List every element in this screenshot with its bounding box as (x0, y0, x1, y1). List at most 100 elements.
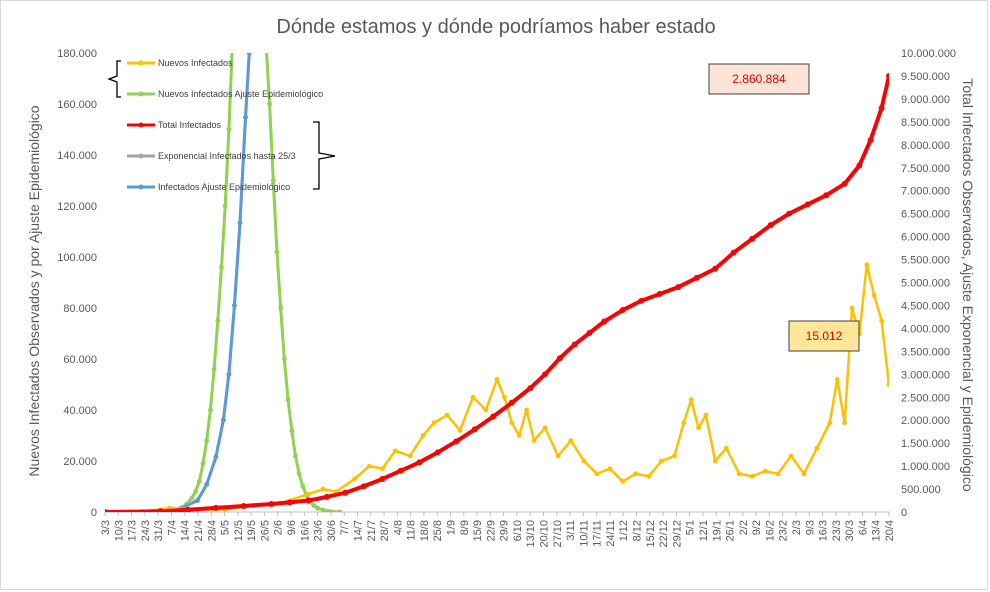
series-point (723, 445, 729, 451)
x-tick-label: 26/1 (725, 520, 737, 541)
series-point (305, 497, 312, 504)
legend-item: Exponencial Infectados hasta 25/3 (127, 151, 296, 161)
series-point (157, 508, 164, 512)
legend-label: Nuevos Infectados Ajuste Epidemiológico (158, 89, 323, 99)
series-point (207, 407, 213, 413)
series-point (204, 438, 210, 443)
series-point (352, 476, 358, 482)
x-tick-label: 15/9 (472, 520, 484, 541)
callout-box (708, 63, 810, 95)
series-point (767, 222, 774, 229)
series-point (594, 471, 600, 477)
x-tick-label: 3/11 (565, 520, 577, 541)
series-line (105, 53, 340, 512)
legend-marker (138, 184, 144, 190)
x-tick-label: 26/5 (259, 520, 271, 541)
y-right-tick-label: 6.000.000 (901, 232, 950, 244)
y-right-tick-label: 9.000.000 (901, 94, 950, 106)
series-point (315, 505, 321, 511)
callout-label: 15.012 (806, 329, 843, 343)
series-point (213, 454, 219, 460)
x-tick-label: 2/2 (738, 520, 750, 535)
series-point (693, 274, 700, 281)
series-point (226, 127, 232, 132)
series-point (219, 264, 224, 270)
series-point (786, 210, 793, 217)
series-point (524, 407, 529, 413)
series-point (849, 305, 855, 311)
x-tick-label: 22/12 (658, 520, 670, 548)
series-point (195, 498, 200, 503)
series-point (444, 412, 450, 418)
series-point (320, 507, 326, 512)
x-tick-label: 9/2 (751, 520, 763, 535)
series-point (556, 355, 563, 362)
series-point (555, 453, 561, 459)
series-point (232, 303, 237, 308)
series-point (823, 192, 830, 199)
series-point (656, 290, 663, 297)
x-tick-label: 20/4 (884, 520, 896, 541)
series-point (397, 467, 404, 474)
legend-marker (138, 91, 144, 97)
series-point (542, 425, 548, 431)
series-point (434, 449, 441, 456)
series-point (730, 249, 737, 256)
series-point (871, 292, 877, 298)
x-tick-label: 15/12 (645, 520, 657, 548)
x-tick-label: 5/5 (220, 520, 232, 535)
y-left-tick-label: 0 (91, 507, 97, 519)
series-point (749, 473, 755, 479)
x-tick-label: 14/7 (352, 520, 364, 541)
series-point (305, 491, 311, 497)
series-point (483, 407, 489, 413)
series-point (457, 428, 463, 433)
series-point (189, 495, 195, 501)
y-right-tick-label: 10.000.000 (901, 48, 956, 60)
series-point (416, 459, 423, 466)
series-point (471, 426, 478, 433)
legend-item: Total Infectados (127, 120, 222, 130)
series-point (646, 473, 652, 479)
series-point (296, 471, 302, 477)
series-point (337, 509, 343, 512)
series-point (834, 377, 840, 382)
series-point (204, 482, 210, 487)
x-tick-label: 21/7 (366, 520, 378, 541)
x-tick-label: 2/6 (273, 520, 285, 535)
x-tick-label: 2/3 (791, 520, 803, 535)
series-point (675, 284, 682, 291)
y-right-tick-label: 9.500.000 (901, 71, 950, 83)
y-right-tick-label: 3.000.000 (901, 369, 950, 381)
series-point (268, 500, 275, 507)
series-point (696, 425, 701, 431)
x-tick-label: 6/10 (512, 520, 524, 541)
x-tick-label: 10/3 (113, 520, 125, 541)
y-right-tick-label: 2.000.000 (901, 415, 950, 427)
series-point (328, 509, 333, 512)
legend-label: Nuevos Infectados (158, 58, 233, 68)
series-point (804, 201, 811, 208)
callout-label: 2.860.884 (732, 72, 786, 86)
x-tick-label: 16/6 (299, 520, 311, 541)
x-tick-label: 7/7 (339, 520, 351, 535)
x-tick-label: 10/11 (578, 520, 590, 547)
series-point (320, 486, 326, 492)
series-point (571, 341, 578, 348)
y-left-tick-label: 20.000 (63, 456, 97, 468)
x-tick-label: 25/8 (432, 520, 444, 541)
series-point (226, 371, 232, 377)
x-tick-label: 3/3 (100, 520, 112, 535)
series-point (703, 412, 709, 418)
series-layer (105, 53, 889, 512)
series-point (762, 468, 768, 474)
series-point (293, 453, 298, 459)
x-tick-label: 19/1 (711, 520, 723, 541)
axes-layer: 0 20.000 40.000 60.000 80.000 100.000 120.000 1… (57, 48, 956, 548)
series-point (864, 262, 870, 268)
series-0 (105, 53, 343, 512)
legend-item: Nuevos Infectados (127, 58, 233, 68)
series-point (243, 114, 248, 120)
series-point (516, 433, 522, 438)
series-line (105, 75, 889, 512)
